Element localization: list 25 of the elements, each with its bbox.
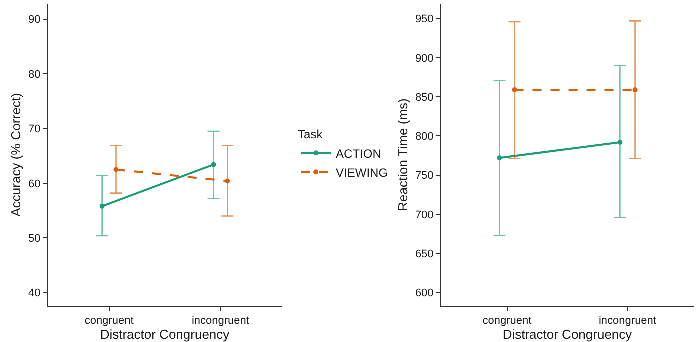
- legend-label: ACTION: [336, 146, 382, 161]
- y-tick-label: 600: [415, 288, 434, 300]
- y-tick-label: 50: [28, 233, 41, 246]
- x-tick-label: congruent: [84, 315, 134, 328]
- y-tick-label: 800: [415, 131, 434, 144]
- x-axis-title: Distractor Congruency: [100, 327, 230, 342]
- x-axis-title: Distractor Congruency: [502, 327, 633, 342]
- y-tick-label: 850: [415, 92, 434, 104]
- y-axis-title: Reaction Time (ms): [395, 98, 410, 212]
- y-tick-label: 950: [415, 14, 434, 26]
- legend-title: Task: [298, 128, 324, 142]
- y-tick-label: 750: [415, 170, 434, 182]
- y-tick-label: 900: [415, 52, 434, 65]
- x-tick-label: incongruent: [598, 315, 656, 328]
- y-tick-label: 650: [415, 248, 434, 260]
- x-tick-label: incongruent: [192, 315, 250, 328]
- y-tick-label: 40: [28, 288, 41, 300]
- y-tick-label: 80: [28, 68, 41, 81]
- legend-label: VIEWING: [336, 166, 388, 180]
- y-axis-title: Accuracy (% Correct): [8, 93, 24, 217]
- y-tick-label: 700: [415, 209, 434, 222]
- y-tick-label: 70: [28, 124, 41, 136]
- y-tick-label: 90: [28, 14, 41, 26]
- y-tick-label: 60: [28, 178, 41, 190]
- x-tick-label: congruent: [482, 315, 532, 328]
